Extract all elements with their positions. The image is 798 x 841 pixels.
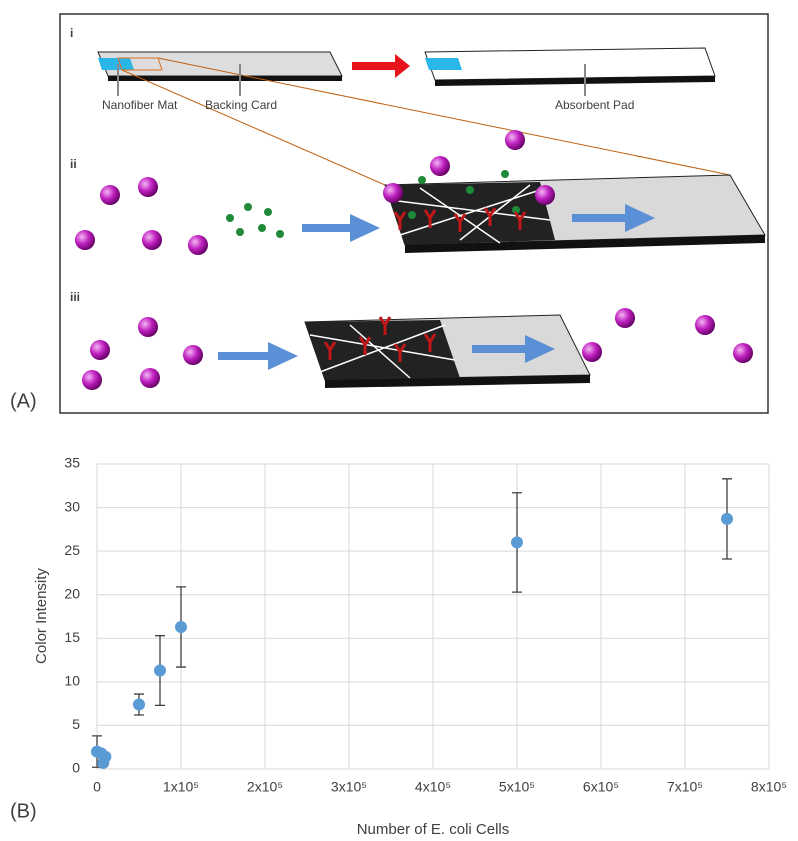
data-point <box>154 664 166 677</box>
x-axis-label: Number of E. coli Cells <box>357 821 510 838</box>
fibers <box>309 324 456 379</box>
capture-antibodies <box>323 207 527 362</box>
arrow <box>302 214 380 242</box>
label: Absorbent Pad <box>555 98 634 112</box>
y-tick-label: 35 <box>64 455 80 471</box>
data-point <box>99 750 112 763</box>
diagram: i ii iii (A) Nanofiber Mat Backing Card … <box>10 13 769 414</box>
label: Nanofiber Mat <box>102 98 178 112</box>
nanofiber-mat <box>98 58 134 70</box>
y-axis-label: Color Intensity <box>33 568 50 664</box>
bacteria <box>226 170 520 238</box>
label: Backing Card <box>205 98 277 112</box>
arrow <box>572 204 655 232</box>
zoom-line <box>121 69 386 186</box>
data-point <box>511 536 523 549</box>
x-tick-label: 4x10⁵ <box>415 779 451 795</box>
y-tick-label: 15 <box>64 629 80 645</box>
data-point <box>721 512 733 525</box>
panel-label: (A) <box>10 390 37 412</box>
chart: (B) Number of E. coli Cells Color Intens… <box>10 455 787 838</box>
antibody-particles <box>75 130 753 390</box>
y-tick-label: 25 <box>64 542 80 558</box>
strip-edge <box>405 235 765 253</box>
nanofiber-mat <box>305 320 460 380</box>
panel-label: (B) <box>10 800 37 822</box>
nanofiber-mat <box>385 182 555 245</box>
arrow <box>218 342 298 370</box>
step-label: i <box>70 26 73 40</box>
x-tick-label: 0 <box>93 779 101 795</box>
step-label: iii <box>70 290 80 304</box>
arrow <box>472 335 555 363</box>
nanofiber-mat <box>425 58 462 70</box>
x-tick-label: 7x10⁵ <box>667 779 703 795</box>
panel-frame <box>59 13 769 414</box>
strip-edge <box>325 375 590 388</box>
strip <box>424 47 716 81</box>
zoom-box <box>117 57 163 71</box>
strip-edge <box>108 76 342 81</box>
y-tick-label: 20 <box>64 585 80 601</box>
zoom-line <box>157 57 731 176</box>
y-tick-label: 30 <box>64 498 80 514</box>
strip <box>97 51 343 77</box>
x-tick-label: 3x10⁵ <box>331 779 367 795</box>
x-tick-label: 2x10⁵ <box>247 779 283 795</box>
step-label: ii <box>70 157 77 171</box>
arrow <box>352 54 410 78</box>
y-tick-label: 0 <box>72 760 80 776</box>
y-tick-label: 5 <box>72 716 80 732</box>
data-point <box>175 620 187 633</box>
x-tick-label: 5x10⁵ <box>499 779 535 795</box>
strip-edge <box>435 76 715 86</box>
x-tick-label: 1x10⁵ <box>163 779 199 795</box>
data-point <box>133 698 145 711</box>
y-tick-label: 10 <box>64 673 80 689</box>
x-tick-label: 6x10⁵ <box>583 779 619 795</box>
x-tick-label: 8x10⁵ <box>751 779 787 795</box>
